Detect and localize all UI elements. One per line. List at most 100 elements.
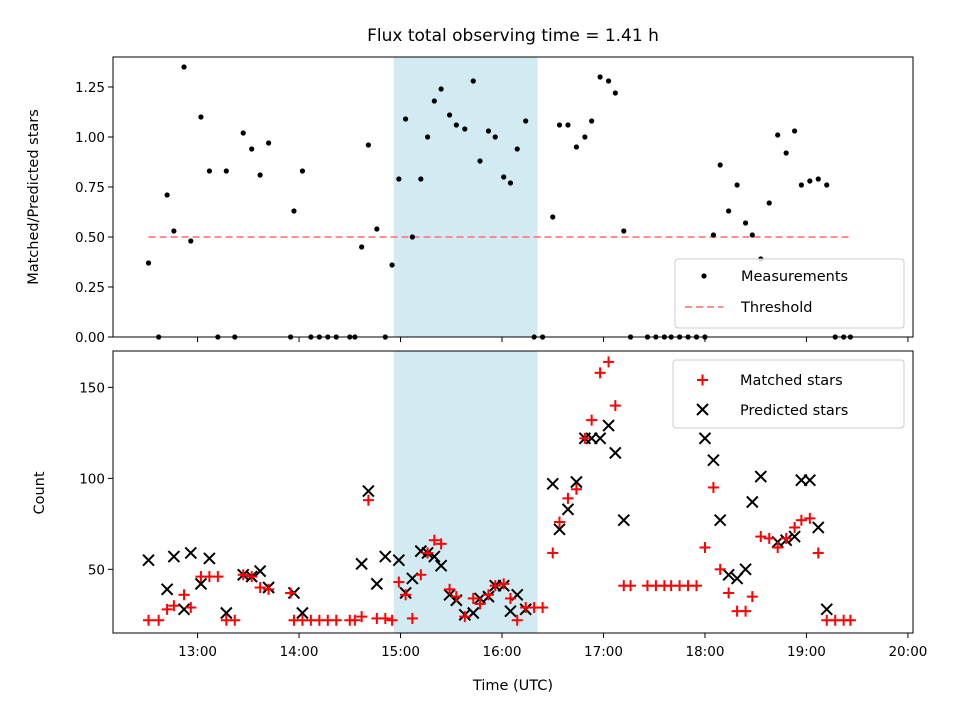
y-tick-label: 0.25 <box>75 280 105 296</box>
measurement-point <box>240 130 246 136</box>
matched-point <box>699 541 711 553</box>
measurement-point <box>582 134 588 140</box>
predicted-point <box>561 503 575 516</box>
measurement-point <box>188 238 194 244</box>
matched-point <box>482 589 494 601</box>
x-tick-label: 16:00 <box>483 644 522 660</box>
matched-point <box>263 583 275 595</box>
y-tick-label: 0.75 <box>75 180 105 196</box>
predicted-point <box>253 564 267 578</box>
matched-point <box>212 571 224 583</box>
legend-measurements-marker <box>701 273 707 279</box>
matched-point <box>844 614 856 626</box>
matched-point <box>349 614 361 626</box>
matched-point <box>594 367 606 379</box>
legend-measurements-label: Measurements <box>741 269 848 285</box>
matched-point <box>459 611 471 623</box>
measurement-point <box>266 140 272 146</box>
predicted-point <box>553 523 566 536</box>
measurement-point <box>742 220 749 226</box>
matched-point <box>554 516 566 528</box>
predicted-point <box>434 559 448 572</box>
measurement-point <box>523 118 529 124</box>
measurement-point <box>453 122 459 128</box>
matched-point <box>547 547 559 559</box>
x-tick-label: 18:00 <box>686 644 725 660</box>
matched-point <box>400 589 412 601</box>
matched-point <box>609 400 621 412</box>
measurement-point <box>550 214 556 220</box>
matched-point <box>435 538 447 550</box>
matched-point <box>168 600 180 612</box>
highlight-band-bottom <box>393 351 538 633</box>
matched-point <box>603 356 615 368</box>
matched-point <box>537 602 549 614</box>
measurement-point <box>403 116 409 122</box>
bottom-plot-frame <box>112 350 914 634</box>
measurement-point <box>612 90 618 96</box>
predicted-point <box>593 432 607 445</box>
top-plot-frame <box>112 56 914 338</box>
measurement-point <box>223 168 229 174</box>
predicted-point <box>184 546 198 560</box>
predicted-point <box>602 419 615 432</box>
predicted-point <box>142 554 155 567</box>
matched-point <box>723 587 735 599</box>
measurement-point <box>807 178 813 184</box>
matched-point <box>428 534 440 546</box>
measurement-point <box>621 228 627 234</box>
predicted-point <box>370 577 384 591</box>
predicted-point <box>203 552 216 565</box>
legend-matched-label: Matched stars <box>740 373 843 389</box>
predicted-point <box>220 606 233 620</box>
matched-point <box>504 592 516 604</box>
matched-point <box>812 547 824 559</box>
measurement-point <box>418 176 424 182</box>
matched-point <box>474 598 486 610</box>
matched-point <box>246 571 258 583</box>
top-y-axis: 0.00 0.25 0.50 0.75 1.00 1.25 <box>75 80 113 346</box>
predicted-point <box>160 583 174 596</box>
measurement-point <box>507 180 514 186</box>
matched-point <box>143 614 155 626</box>
matched-point <box>586 414 598 426</box>
bottom-x-axis: 13:00 14:00 15:00 16:00 17:00 18:00 19:00 20:00 <box>178 633 927 660</box>
bottom-y-axis-label: Count <box>32 471 48 514</box>
matched-point <box>254 582 266 594</box>
matched-point <box>795 514 807 526</box>
measurement-point <box>514 146 520 152</box>
y-tick-label: 100 <box>79 471 105 487</box>
predicted-point <box>617 513 630 527</box>
measurement-point <box>365 142 371 148</box>
matched-point <box>489 580 501 592</box>
measurement-point <box>783 150 789 156</box>
predicted-point <box>713 513 727 527</box>
measurement-point <box>257 172 263 178</box>
measurement-point <box>734 182 740 188</box>
matched-point <box>789 521 801 533</box>
measurement-point <box>171 228 177 234</box>
matched-point <box>356 611 368 623</box>
measurement-point <box>470 78 476 84</box>
predicted-point <box>754 470 767 483</box>
measurement-point <box>396 176 402 182</box>
legend-matched-marker <box>697 374 708 386</box>
y-tick-label: 1.25 <box>75 80 105 96</box>
matched-point <box>379 612 391 624</box>
measurement-point <box>145 260 152 266</box>
matched-point <box>714 563 726 575</box>
x-tick-label: 20:00 <box>888 644 927 660</box>
predicted-point <box>362 484 375 498</box>
matched-point <box>780 532 792 544</box>
matched-point <box>330 614 342 626</box>
measurement-point <box>446 112 453 118</box>
measurement-point <box>438 86 444 92</box>
measurement-point <box>815 176 821 182</box>
matched-point <box>755 531 767 543</box>
matched-point <box>579 432 591 444</box>
matched-point <box>746 591 758 603</box>
predicted-point <box>296 606 309 620</box>
matched-point <box>804 512 816 524</box>
predicted-point <box>698 432 712 445</box>
measurement-point <box>501 174 507 180</box>
